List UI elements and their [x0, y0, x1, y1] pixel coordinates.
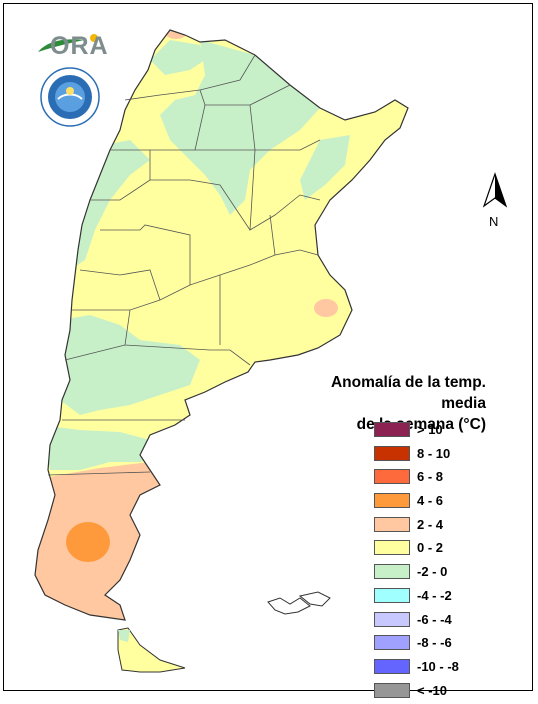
- map-frame: [3, 3, 533, 691]
- legend-swatch: [374, 469, 410, 485]
- logo-wing-icon: [38, 34, 98, 52]
- north-arrow-icon: [482, 172, 508, 208]
- legend-label: < -10: [417, 682, 447, 698]
- legend-label: -4 - -2: [417, 587, 452, 603]
- legend-swatch: [374, 682, 410, 698]
- legend-swatch: [374, 445, 410, 461]
- legend-label: -6 - -4: [417, 611, 452, 627]
- smn-seal-icon: [40, 67, 100, 127]
- legend-label: -2 - 0: [417, 564, 448, 580]
- north-label: N: [489, 214, 499, 229]
- legend-swatch: [374, 540, 410, 556]
- legend-swatch: [374, 493, 410, 509]
- legend-label: 8 - 10: [417, 445, 451, 461]
- north-arrow: N: [480, 172, 510, 232]
- legend-swatch: [374, 422, 410, 437]
- legend-label: > 10: [417, 422, 443, 437]
- ora-logo: ORA: [36, 30, 109, 60]
- logo-text: ORA: [50, 32, 109, 60]
- legend-label: 2 - 4: [417, 516, 444, 532]
- legend-label: 4 - 6: [417, 493, 444, 509]
- legend: Anomalía de la temp. media de la semana …: [296, 372, 496, 698]
- legend-title-line1: Anomalía de la temp. media: [330, 374, 486, 412]
- legend-label: -10 - -8: [417, 658, 459, 674]
- legend-swatch: [374, 611, 410, 627]
- legend-swatch: [374, 635, 410, 651]
- legend-label: 6 - 8: [417, 469, 444, 485]
- legend-swatch: [374, 658, 410, 674]
- legend-label: 0 - 2: [417, 540, 444, 556]
- legend-label: -8 - -6: [417, 635, 452, 651]
- legend-swatch: [374, 587, 410, 603]
- legend-swatch: [374, 564, 410, 580]
- legend-swatch: [374, 516, 410, 532]
